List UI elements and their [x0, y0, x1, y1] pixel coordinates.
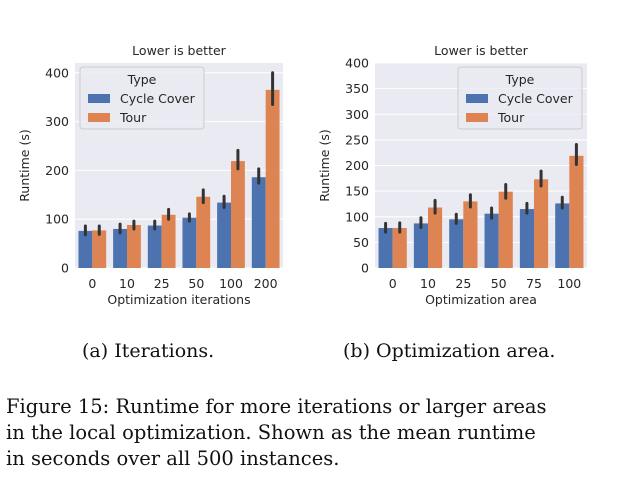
- bar: [519, 209, 534, 268]
- chart-title: Lower is better: [434, 43, 528, 58]
- bar: [498, 191, 513, 268]
- y-tick-label: 150: [345, 184, 369, 199]
- bar: [231, 161, 245, 268]
- x-tick-label: 50: [188, 276, 204, 291]
- bar: [463, 201, 478, 268]
- bar: [251, 177, 266, 268]
- caption-line: Figure 15: Runtime for more iterations o…: [6, 395, 547, 418]
- x-tick-label: 200: [254, 276, 278, 291]
- x-tick-label: 25: [154, 276, 170, 291]
- caption-line: in the local optimization. Shown as the …: [6, 421, 536, 444]
- figure-caption: Figure 15: Runtime for more iterations o…: [6, 394, 610, 472]
- y-tick-label: 50: [353, 235, 369, 250]
- x-tick-label: 10: [420, 276, 436, 291]
- bar: [113, 228, 127, 268]
- y-tick-label: 350: [345, 81, 369, 96]
- bar: [147, 225, 162, 268]
- legend-swatch: [88, 113, 110, 122]
- bar: [161, 214, 176, 268]
- y-tick-label: 400: [345, 56, 369, 71]
- caption-line: in seconds over all 500 instances.: [6, 447, 340, 470]
- y-tick-label: 200: [345, 158, 369, 173]
- chart-1: 0 100 200 300 400 0 10 25 50 100 200 Lower is bette…: [17, 43, 283, 307]
- bar: [182, 217, 197, 268]
- y-tick-label: 0: [361, 261, 369, 276]
- legend: Type Cycle Cover Tour: [79, 66, 205, 130]
- legend-box: [457, 66, 583, 130]
- chart-title: Lower is better: [132, 43, 226, 58]
- x-tick-label: 25: [455, 276, 471, 291]
- legend-label: Cycle Cover: [120, 91, 196, 106]
- bar: [196, 196, 211, 268]
- x-axis-label: Optimization area: [425, 292, 537, 307]
- bar: [413, 223, 428, 268]
- subcaption-a: (a) Iterations.: [82, 340, 215, 362]
- legend-swatch: [88, 94, 110, 103]
- bar: [378, 228, 393, 268]
- y-tick-label: 300: [45, 114, 69, 129]
- bar: [428, 207, 443, 268]
- x-tick-label: 50: [491, 276, 507, 291]
- y-tick-label: 100: [345, 209, 369, 224]
- bar: [78, 230, 93, 268]
- y-axis-label: Runtime (s): [17, 129, 32, 201]
- bar: [265, 89, 280, 268]
- x-tick-label: 0: [389, 276, 397, 291]
- x-tick-label: 100: [219, 276, 243, 291]
- bar: [92, 230, 107, 268]
- bar: [392, 228, 407, 268]
- x-tick-label: 10: [119, 276, 135, 291]
- legend-label: Tour: [119, 110, 147, 125]
- legend-swatch: [466, 113, 488, 122]
- bar: [569, 155, 584, 268]
- legend-label: Tour: [497, 110, 525, 125]
- x-tick-label: 100: [557, 276, 581, 291]
- bar: [484, 213, 499, 268]
- legend-swatch: [466, 94, 488, 103]
- y-axis-label: Runtime (s): [317, 129, 332, 201]
- subcaption-b: (b) Optimization area.: [343, 340, 556, 362]
- bar: [127, 225, 141, 268]
- y-tick-label: 300: [345, 107, 369, 122]
- x-axis-label: Optimization iterations: [107, 292, 250, 307]
- x-tick-label: 75: [526, 276, 542, 291]
- x-tick-label: 0: [88, 276, 96, 291]
- legend-box: [79, 66, 205, 130]
- chart-2: 0 50 100 150 200 250 300 350 400 0 10 25 50 75 100 Lowe…: [317, 43, 587, 307]
- y-tick-label: 0: [61, 261, 69, 276]
- bar: [217, 202, 231, 268]
- bar: [555, 203, 570, 268]
- legend-label: Cycle Cover: [498, 91, 574, 106]
- y-tick-label: 250: [345, 132, 369, 147]
- bar: [534, 179, 549, 268]
- legend: Type Cycle Cover Tour: [457, 66, 583, 130]
- bar: [449, 219, 464, 268]
- y-tick-label: 400: [45, 65, 69, 80]
- y-tick-label: 100: [45, 212, 69, 227]
- legend-title: Type: [505, 72, 535, 87]
- legend-title: Type: [127, 72, 157, 87]
- y-tick-label: 200: [45, 163, 69, 178]
